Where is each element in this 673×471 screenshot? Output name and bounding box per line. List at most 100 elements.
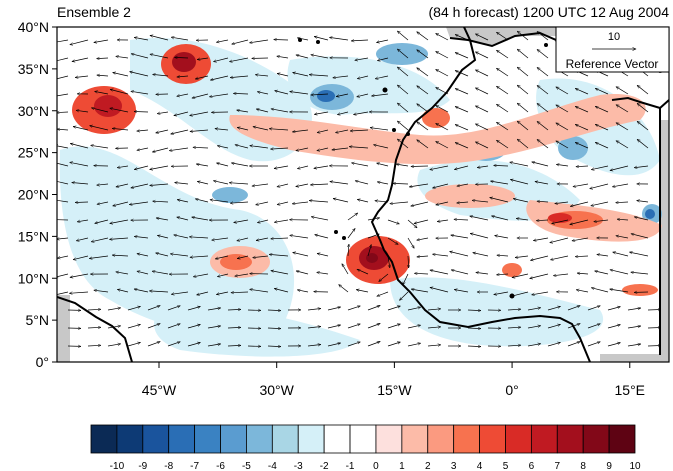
- wind-vector: [193, 147, 209, 148]
- wind-vector: [187, 343, 201, 347]
- wind-vector: [455, 88, 469, 95]
- colorbar-tick-label: 6: [529, 461, 535, 471]
- wind-vector: [174, 235, 189, 239]
- wind-vector: [637, 103, 649, 113]
- wind-vector: [533, 237, 549, 241]
- wind-vector: [347, 228, 355, 239]
- blue-region-south: [154, 307, 360, 357]
- wind-vector: [333, 75, 349, 78]
- colorbar-tick-label: 8: [580, 461, 586, 471]
- wind-vector: [77, 219, 89, 222]
- wind-vector: [274, 219, 289, 222]
- wind-vector: [277, 56, 289, 59]
- wind-vector: [373, 145, 389, 149]
- wind-vector: [454, 290, 469, 293]
- wind-vector: [237, 127, 249, 131]
- wind-vector: [555, 202, 569, 204]
- island-6: [334, 230, 338, 234]
- wind-vector: [527, 326, 541, 329]
- wind-vector: [377, 57, 389, 61]
- wind-vector: [72, 57, 89, 62]
- wind-vector: [177, 200, 189, 203]
- wind-vector: [407, 343, 421, 347]
- wind-vector: [97, 58, 109, 59]
- wind-vector: [197, 291, 209, 295]
- wind-vector: [336, 93, 349, 97]
- wind-vector: [131, 54, 149, 59]
- wind-vector: [213, 57, 229, 62]
- wind-vector: [110, 108, 129, 113]
- wind-vector: [547, 306, 561, 311]
- wind-vector: [230, 202, 249, 203]
- wind-vector: [351, 40, 369, 41]
- wind-vector: [627, 326, 641, 329]
- wind-vector: [187, 325, 201, 329]
- wind-vector: [311, 94, 329, 95]
- wind-vector: [510, 291, 529, 297]
- wind-vector: [290, 92, 309, 95]
- wind-vector: [616, 236, 629, 239]
- wind-vector: [57, 93, 69, 97]
- wind-vector: [510, 162, 529, 167]
- wind-vector: [117, 166, 129, 168]
- wind-vector: [335, 129, 349, 133]
- wind-vector: [90, 126, 109, 131]
- wind-vector: [311, 55, 329, 59]
- wind-vector: [267, 346, 281, 347]
- wind-vector: [314, 37, 329, 41]
- colorbar-tick-label: 4: [477, 461, 483, 471]
- wind-vector: [109, 238, 129, 239]
- colorbar-tick-label: -1: [346, 461, 355, 471]
- wind-vector: [293, 73, 309, 77]
- wind-vector: [496, 32, 509, 41]
- wind-vector: [436, 201, 449, 205]
- wind-vector: [190, 111, 209, 116]
- wind-vector: [137, 271, 149, 275]
- wind-vector: [436, 105, 449, 113]
- wind-vector: [310, 184, 329, 185]
- wind-vector: [417, 68, 429, 77]
- wind-vector: [572, 237, 589, 241]
- wind-vector: [296, 183, 309, 187]
- wind-vector: [269, 254, 289, 257]
- wind-vector: [376, 39, 389, 43]
- wind-vector: [227, 327, 241, 328]
- wind-vector: [377, 182, 389, 185]
- wind-vector: [112, 128, 129, 131]
- wind-vector: [491, 216, 509, 221]
- red-patch-gulf: [502, 263, 522, 277]
- wind-vector: [156, 218, 169, 221]
- wind-vector: [57, 199, 69, 203]
- wind-vector: [311, 217, 329, 221]
- wind-vector: [171, 291, 189, 294]
- lat-tick-label: 20°N: [18, 187, 49, 203]
- wind-vector: [513, 199, 529, 203]
- wind-vector: [427, 345, 441, 346]
- wind-vector: [167, 324, 180, 329]
- blue-region-gulf: [390, 277, 604, 347]
- wind-vector: [152, 147, 169, 152]
- wind-vector: [367, 245, 371, 257]
- wind-vector: [150, 165, 169, 170]
- wind-vector: [57, 145, 69, 149]
- wind-vector: [230, 75, 249, 78]
- wind-vector: [127, 324, 141, 329]
- wind-vector: [197, 181, 209, 185]
- wind-vector: [235, 273, 249, 276]
- wind-vector: [517, 49, 529, 59]
- wind-vector: [430, 287, 449, 293]
- wind-vector: [129, 201, 149, 205]
- wind-vector: [467, 310, 481, 311]
- wind-vector: [570, 201, 589, 206]
- red-patch-sw-core: [220, 254, 252, 270]
- wind-vector: [256, 201, 269, 205]
- wind-vector: [556, 104, 569, 113]
- wind-vector: [210, 75, 229, 80]
- wind-vector: [192, 217, 209, 221]
- wind-vector: [315, 235, 329, 239]
- wind-vector: [339, 285, 349, 293]
- plot-title-left: Ensemble 2: [57, 4, 131, 20]
- wind-vector: [616, 104, 629, 113]
- wind-vector: [91, 108, 109, 113]
